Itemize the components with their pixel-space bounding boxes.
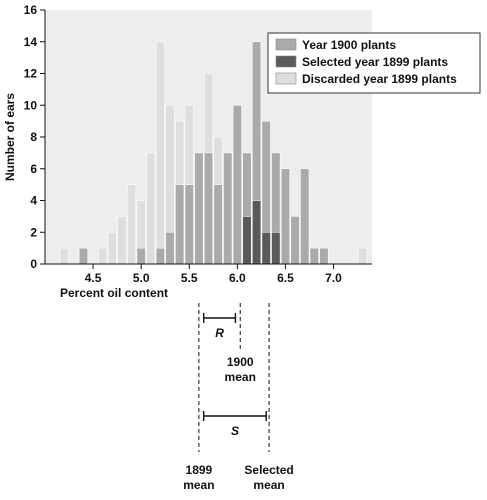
x-tick-label: 4.5	[85, 271, 102, 285]
bracket-label: S	[231, 424, 239, 438]
bar-series-0-x-4.9	[126, 184, 137, 265]
y-tick-label: 4	[30, 194, 37, 208]
bar-series-0-x-5.1	[146, 152, 156, 265]
bar-series-1-x-6.9	[319, 247, 329, 265]
y-tick-label: 8	[30, 130, 37, 144]
bar-series-1-x-5.5	[184, 184, 194, 265]
bar-series-2-x-6.4	[271, 231, 281, 265]
bar-series-1-x-5.4	[175, 184, 185, 265]
bar-series-0-x-4.8	[117, 216, 127, 265]
bar-series-0-x-4.2	[59, 247, 69, 265]
mean-selected-label: mean	[253, 478, 284, 492]
bar-series-1-x-5.7	[203, 152, 214, 265]
legend-label: Year 1900 plants	[302, 38, 396, 52]
bar-series-2-x-6.1	[242, 216, 252, 265]
bar-series-1-x-5	[136, 247, 146, 265]
x-tick-label: 6.0	[229, 271, 246, 285]
x-tick-label: 5.5	[181, 271, 198, 285]
y-tick-label: 12	[24, 67, 38, 81]
bar-series-1-x-6	[232, 104, 242, 265]
bracket-label: R	[215, 326, 224, 340]
legend-swatch	[275, 55, 297, 68]
bar-series-1-x-6.8	[309, 247, 319, 265]
bar-series-1-x-5.2	[155, 247, 166, 265]
bar-series-1-x-4.4	[78, 247, 89, 265]
legend-box	[267, 32, 481, 94]
bar-series-1-x-5.8	[213, 184, 223, 265]
bar-series-1-x-5.6	[194, 152, 204, 265]
bar-series-2-x-6.2	[251, 200, 262, 265]
x-tick-label: 7.0	[325, 271, 342, 285]
x-axis-label: Percent oil content	[60, 286, 168, 300]
bar-series-1-x-6.6	[290, 216, 300, 265]
y-tick-label: 0	[30, 257, 37, 271]
bar-series-2-x-6.3	[261, 231, 271, 265]
y-axis-label: Number of ears	[3, 93, 17, 181]
legend-label: Discarded year 1899 plants	[302, 72, 457, 86]
legend-label: Selected year 1899 plants	[302, 55, 448, 69]
mean-1899-label: mean	[183, 478, 214, 492]
legend-swatch	[275, 72, 297, 85]
y-tick-label: 14	[24, 35, 38, 49]
legend-swatch	[275, 38, 297, 51]
bar-series-0-x-7.3	[357, 247, 367, 265]
bar-series-0-x-5.2	[155, 41, 166, 265]
mean-1900-label: 1900	[227, 355, 254, 369]
axes: 0 2 4 6 8 10 12 14 16 4.5 5.0 5.5 6.0 6.5 7.0 Percent o…	[3, 3, 372, 300]
bar-series-0-x-4.6	[98, 247, 108, 265]
x-tick-label: 5.0	[133, 271, 150, 285]
y-tick-label: 6	[30, 162, 37, 176]
x-tick-label: 6.5	[277, 271, 294, 285]
mean-1899-label: 1899	[186, 463, 213, 477]
y-tick-label: 10	[24, 98, 38, 112]
bar-series-1-x-6.5	[280, 168, 291, 265]
legend: Year 1900 plants Selected year 1899 plant…	[267, 32, 481, 94]
bar-series-1-x-5.3	[165, 231, 175, 265]
bar-series-1-x-5.9	[223, 152, 233, 265]
mean-selected-label: Selected	[244, 463, 293, 477]
mean-1900-label: mean	[225, 370, 256, 384]
y-tick-label: 2	[30, 225, 37, 239]
y-tick-label: 16	[24, 3, 38, 17]
bar-series-0-x-4.7	[107, 231, 117, 265]
bar-series-1-x-6.7	[300, 168, 310, 265]
